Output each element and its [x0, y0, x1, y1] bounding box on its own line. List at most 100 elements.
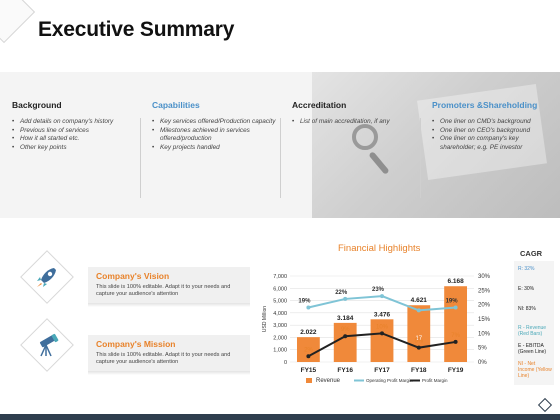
bar-value-label: 3.476 [374, 311, 391, 318]
mission-card: Company's Mission This slide is 100% edi… [88, 335, 250, 371]
mission-heading: Company's Mission [96, 339, 176, 349]
accreditation-heading: Accreditation [292, 100, 347, 110]
x-tick-label: FY16 [337, 367, 353, 374]
line-value-label: 19% [298, 299, 311, 305]
promoters-heading: Promoters &Shareholding [432, 100, 538, 110]
accreditation-list: List of main accreditation, if any [292, 118, 424, 127]
bar-value-label: 6.168 [447, 278, 464, 285]
capabilities-list: Key services offered/Production capacity… [152, 118, 284, 152]
line-point [416, 345, 421, 350]
cagr-line: NI - Net Income (Yellow Line) [518, 361, 552, 379]
line-value-label: 9% [341, 327, 350, 333]
y-tick-label: 5,000 [273, 299, 287, 305]
list-item: Key projects handled [152, 144, 284, 153]
line-value-label: 7% [451, 333, 460, 339]
list-item: Previous line of services [12, 127, 144, 136]
list-item: Add details on company's history [12, 118, 144, 127]
list-item: Other key points [12, 144, 144, 153]
line-point [306, 305, 311, 310]
page-title: Executive Summary [38, 18, 235, 41]
y-tick-label: 6,000 [273, 286, 287, 292]
magnifier-handle [368, 151, 390, 175]
revenue-bar [407, 305, 431, 362]
line-value-label: 5% [414, 339, 423, 345]
card-shadow [88, 303, 250, 307]
vision-card: Company's Vision This slide is 100% edit… [88, 267, 250, 303]
line-point [306, 354, 311, 359]
line-value-label: 22% [335, 290, 348, 296]
y-tick-label: 1,000 [273, 348, 287, 354]
list-item: Milestones achieved in services offered/… [152, 127, 284, 144]
list-item: List of main accreditation, if any [292, 118, 424, 127]
mission-text: This slide is 100% editable. Adapt it to… [96, 352, 231, 365]
promoters-column: Promoters &Shareholding One liner on CMD… [432, 100, 554, 152]
next-slide-icon[interactable] [537, 397, 553, 413]
y-tick-label: 4,000 [273, 311, 287, 317]
bar-value-label: 4.621 [411, 297, 428, 304]
capabilities-heading: Capabilities [152, 100, 200, 110]
operating-margin-line [308, 295, 456, 312]
legend-label: Operating Profit Margin [366, 378, 413, 383]
rocket-icon [27, 257, 67, 297]
footer-strip [0, 414, 560, 420]
y2-tick-label: 15% [478, 317, 491, 323]
line-point [416, 308, 421, 313]
y2-tick-label: 25% [478, 288, 491, 294]
cagr-line: NI: 83% [518, 306, 536, 312]
x-tick-label: FY17 [374, 367, 390, 374]
bar-value-label: 2.022 [300, 329, 317, 336]
telescope-icon [27, 325, 67, 365]
y-tick-label: 2,000 [273, 335, 287, 341]
line-point [453, 305, 458, 310]
x-tick-label: FY18 [411, 367, 427, 374]
vision-heading: Company's Vision [96, 271, 170, 281]
corner-decoration [0, 0, 36, 44]
y2-tick-label: 30% [478, 274, 491, 280]
y-tick-label: 3,000 [273, 323, 287, 329]
background-column: Background Add details on company's hist… [12, 100, 144, 152]
revenue-bar [333, 322, 357, 362]
revenue-bar [296, 337, 320, 362]
line-value-label: 10% [376, 324, 389, 330]
y2-tick-label: 10% [478, 331, 491, 337]
cagr-panel: R: 32% E: 30% NI: 83% R - Revenue (Red B… [514, 261, 554, 385]
column-divider [140, 118, 141, 198]
line-point [343, 334, 348, 339]
cagr-line: E: 30% [518, 286, 535, 292]
financial-title: Financial Highlights [338, 243, 421, 254]
legend-label: Profit Margin [422, 378, 448, 383]
line-point [453, 339, 458, 344]
line-point [343, 296, 348, 301]
line-point [380, 331, 384, 336]
legend-label: Revenue [316, 378, 341, 384]
bar-value-label: 3.184 [337, 315, 354, 322]
bar-inner-label: 17 [415, 336, 422, 342]
y-tick-label: 0 [284, 360, 287, 366]
line-value-label: 23% [372, 287, 385, 293]
card-shadow [88, 371, 250, 375]
list-item: One liner on company's key shareholder; … [432, 135, 554, 152]
line-value-label: 2% [304, 347, 313, 353]
list-item: One liner on CMD's background [432, 118, 554, 127]
cagr-line: R: 32% [518, 266, 535, 272]
x-tick-label: FY15 [301, 367, 317, 374]
accreditation-column: Accreditation List of main accreditation… [292, 100, 424, 127]
y2-tick-label: 5% [478, 346, 487, 352]
y-axis-label: USD Million [262, 306, 268, 332]
cagr-line: E - EBITDA (Green Line) [518, 343, 547, 355]
capabilities-column: Capabilities Key services offered/Produc… [152, 100, 284, 152]
magnifier-icon [352, 124, 378, 150]
list-item: Key services offered/Production capacity [152, 118, 284, 127]
line-value-label: 19% [446, 299, 459, 305]
legend-swatch [306, 378, 312, 383]
x-tick-label: FY19 [448, 367, 464, 374]
cagr-title: CAGR [520, 249, 543, 258]
list-item: One liner on CEO's background [432, 127, 554, 136]
promoters-list: One liner on CMD's background One liner … [432, 118, 554, 152]
revenue-bar [370, 319, 394, 362]
y2-tick-label: 20% [478, 303, 491, 309]
financial-chart: 7,000 6,000 5,000 4,000 3,000 2,000 1,000 0 30% 2… [262, 274, 491, 384]
background-list: Add details on company's history Previou… [12, 118, 144, 152]
vision-text: This slide is 100% editable. Adapt it to… [96, 284, 231, 297]
